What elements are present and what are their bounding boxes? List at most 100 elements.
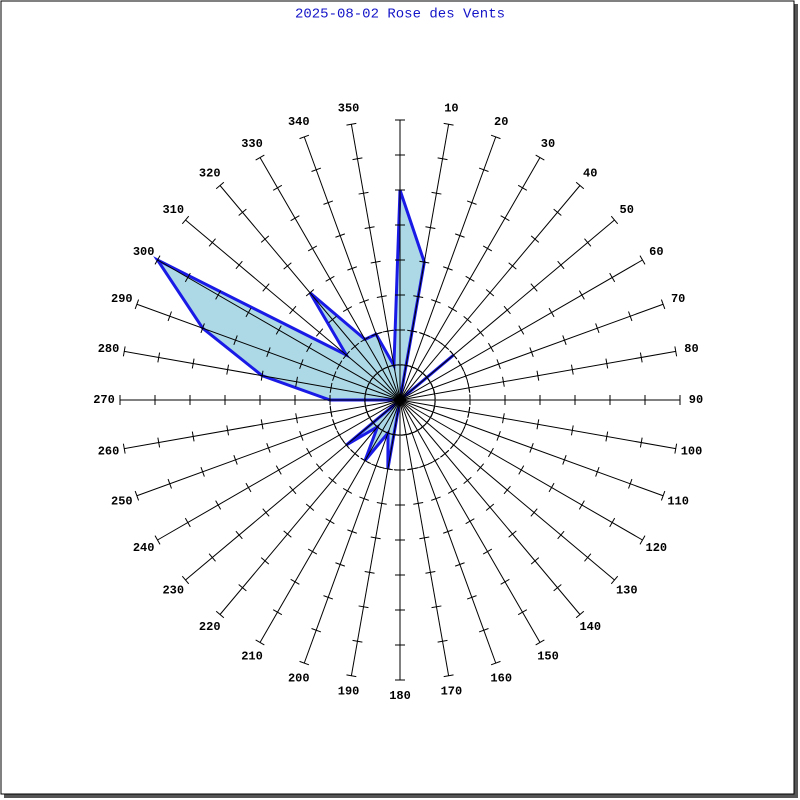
tick-mark <box>518 325 525 335</box>
tick-mark <box>628 478 633 489</box>
tick-mark <box>181 215 190 225</box>
direction-label: 140 <box>579 620 601 634</box>
tick-mark <box>260 370 264 381</box>
tick-mark <box>502 413 505 424</box>
tick-mark <box>485 289 495 297</box>
tick-mark <box>605 431 609 442</box>
tick-mark <box>419 536 430 540</box>
tick-mark <box>181 575 190 585</box>
tick-mark <box>575 181 585 190</box>
direction-label: 300 <box>133 245 155 259</box>
tick-mark <box>370 536 381 540</box>
tick-mark <box>503 485 511 495</box>
tick-mark <box>359 496 369 501</box>
tick-mark <box>518 465 525 475</box>
tick-mark <box>500 578 510 585</box>
tick-mark <box>255 154 265 161</box>
plot: 10 20 30 40 50 60 70 80 90 100 110 120 130 140 150 160 1… <box>93 102 703 704</box>
chart-title: 2025-08-02 Rose des Vents <box>295 7 505 23</box>
tick-mark <box>311 167 322 172</box>
tick-mark <box>413 295 424 298</box>
tick-mark <box>609 517 616 528</box>
tick-mark <box>595 323 600 334</box>
tick-mark <box>134 299 140 310</box>
tick-mark <box>437 639 448 643</box>
tick-mark <box>584 553 592 562</box>
tick-mark <box>200 323 205 334</box>
tick-mark <box>530 557 540 565</box>
tick-mark <box>447 487 458 494</box>
tick-mark <box>578 500 585 510</box>
tick-mark <box>517 184 528 191</box>
direction-label: 80 <box>684 342 698 356</box>
tick-mark <box>508 530 517 538</box>
tick-mark <box>431 496 441 501</box>
tick-mark <box>335 233 346 238</box>
tick-mark <box>536 370 540 381</box>
tick-mark <box>487 447 494 458</box>
tick-mark <box>335 562 346 567</box>
tick-mark <box>350 342 360 350</box>
tick-mark <box>289 485 297 495</box>
tick-mark <box>463 371 468 381</box>
tick-mark <box>478 167 489 172</box>
direction-label: 30 <box>541 137 555 151</box>
tick-mark <box>482 548 493 555</box>
tick-mark <box>307 245 318 252</box>
tick-mark <box>674 443 678 454</box>
tick-mark <box>272 609 283 616</box>
tick-mark <box>487 342 494 353</box>
direction-label: 110 <box>667 494 689 508</box>
tick-mark <box>570 364 574 375</box>
tick-mark <box>465 275 475 282</box>
tick-mark <box>336 430 343 440</box>
direction-label: 230 <box>162 583 184 597</box>
tick-mark <box>299 431 304 441</box>
tick-mark <box>609 272 616 283</box>
tick-mark <box>260 557 270 565</box>
tick-mark <box>184 517 191 528</box>
tick-mark <box>299 134 310 140</box>
tick-mark <box>342 487 353 494</box>
tick-mark <box>134 490 140 501</box>
tick-mark <box>382 329 393 333</box>
tick-mark <box>562 335 567 346</box>
tick-mark <box>450 440 458 450</box>
tick-mark <box>605 358 609 369</box>
tick-mark <box>430 336 440 343</box>
tick-mark <box>260 419 264 430</box>
tick-mark <box>323 595 334 600</box>
direction-label: 50 <box>620 203 634 217</box>
direction-label: 350 <box>338 102 360 116</box>
tick-mark <box>447 306 458 313</box>
direction-label: 70 <box>671 292 685 306</box>
tick-mark <box>215 610 225 619</box>
tick-mark <box>307 548 318 555</box>
tick-mark <box>311 628 322 633</box>
tick-mark <box>371 463 381 468</box>
direction-label: 290 <box>111 292 133 306</box>
tick-mark <box>299 359 304 369</box>
tick-mark <box>476 463 485 472</box>
tick-mark <box>315 463 324 472</box>
tick-mark <box>275 465 282 475</box>
tick-mark <box>191 431 195 442</box>
tick-mark <box>360 336 370 343</box>
tick-mark <box>272 184 283 191</box>
tick-mark <box>347 529 357 534</box>
tick-mark <box>328 315 337 324</box>
tick-mark <box>305 289 315 297</box>
tick-mark <box>674 346 678 357</box>
tick-mark <box>275 325 282 335</box>
tick-mark <box>482 245 493 252</box>
tick-mark <box>332 371 337 381</box>
tick-mark <box>235 530 243 540</box>
tick-mark <box>443 122 454 126</box>
direction-label: 20 <box>494 115 508 129</box>
tick-mark <box>578 290 585 300</box>
tick-mark <box>490 660 501 666</box>
tick-mark <box>639 255 646 265</box>
tick-mark <box>154 255 161 265</box>
direction-label: 160 <box>490 671 512 685</box>
tick-mark <box>660 299 666 310</box>
